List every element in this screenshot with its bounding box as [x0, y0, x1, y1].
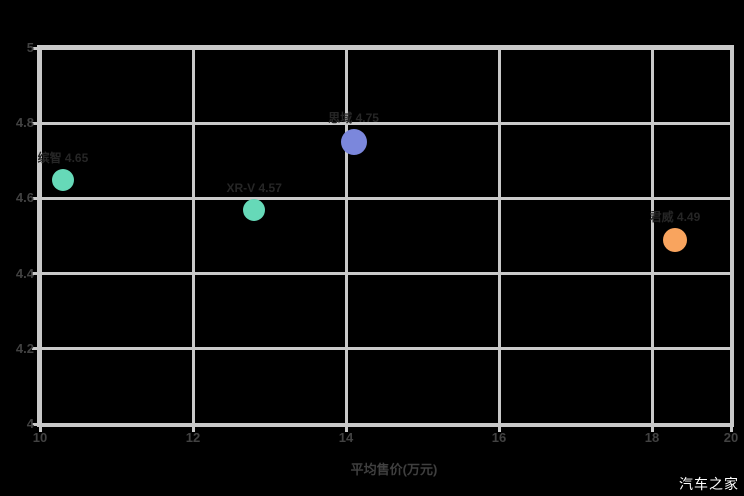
- x-axis-tick: [344, 427, 348, 432]
- y-axis-tick: [32, 121, 37, 125]
- y-tick-label: 4.4: [15, 265, 34, 281]
- data-point-bubble[interactable]: [340, 129, 367, 155]
- bubble-label: XR-V 4.57: [226, 180, 282, 195]
- x-gridline: [650, 45, 654, 427]
- y-tick-label: 4.6: [15, 190, 34, 206]
- y-tick-label: 4: [26, 416, 34, 431]
- y-tick-label: 4.2: [15, 340, 34, 356]
- x-axis-tick: [650, 427, 654, 432]
- x-axis-tick: [497, 427, 501, 432]
- x-gridline: [344, 45, 348, 427]
- y-axis-tick: [32, 46, 37, 50]
- x-gridline: [729, 45, 733, 427]
- x-axis-title: 平均售价(万元): [350, 462, 438, 477]
- x-tick-label: 18: [644, 430, 660, 445]
- y-axis-tick: [32, 422, 37, 426]
- bubble-label: 君威 4.49: [649, 209, 701, 224]
- y-axis-tick: [32, 272, 37, 276]
- x-gridline: [191, 45, 195, 427]
- y-tick-label: 4.8: [15, 115, 34, 131]
- x-tick-label: 10: [32, 430, 48, 445]
- x-tick-label: 20: [723, 430, 739, 445]
- bubble-label: 思域 4.75: [328, 111, 379, 125]
- y-axis-tick: [32, 347, 37, 351]
- y-tick-label: 5: [26, 40, 34, 55]
- y-gridline: [37, 272, 734, 276]
- y-gridline: [37, 121, 734, 125]
- x-axis-tick: [191, 427, 195, 432]
- watermark-autohome: 汽车之家: [679, 476, 739, 492]
- x-gridline: [497, 45, 501, 427]
- y-axis-tick: [32, 196, 37, 200]
- x-gridline: [38, 45, 42, 427]
- x-tick-label: 16: [491, 430, 507, 445]
- data-point-bubble[interactable]: [243, 198, 266, 221]
- y-gridline: [37, 46, 734, 50]
- y-gridline: [37, 422, 734, 426]
- x-axis-tick: [38, 427, 42, 432]
- y-gridline: [37, 347, 734, 351]
- bubble-label: 缤智 4.65: [37, 150, 89, 165]
- y-gridline: [37, 196, 734, 200]
- data-point-bubble[interactable]: [51, 168, 74, 191]
- x-tick-label: 14: [338, 430, 354, 445]
- data-point-bubble[interactable]: [662, 227, 687, 252]
- plot-area: [37, 45, 734, 427]
- x-axis-tick: [729, 427, 733, 432]
- x-tick-label: 12: [185, 430, 201, 445]
